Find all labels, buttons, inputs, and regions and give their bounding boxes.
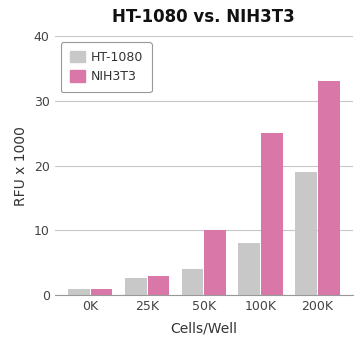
Bar: [148, 276, 169, 295]
Bar: [91, 289, 112, 295]
Bar: [205, 230, 226, 295]
Y-axis label: RFU x 1000: RFU x 1000: [14, 126, 28, 206]
Bar: [238, 243, 260, 295]
Bar: [261, 133, 283, 295]
Title: HT-1080 vs. NIH3T3: HT-1080 vs. NIH3T3: [112, 8, 295, 26]
Bar: [125, 278, 146, 295]
Legend: HT-1080, NIH3T3: HT-1080, NIH3T3: [61, 42, 152, 92]
Bar: [182, 269, 203, 295]
X-axis label: Cells/Well: Cells/Well: [170, 321, 237, 336]
Bar: [68, 289, 90, 295]
Bar: [295, 172, 317, 295]
Bar: [318, 81, 340, 295]
